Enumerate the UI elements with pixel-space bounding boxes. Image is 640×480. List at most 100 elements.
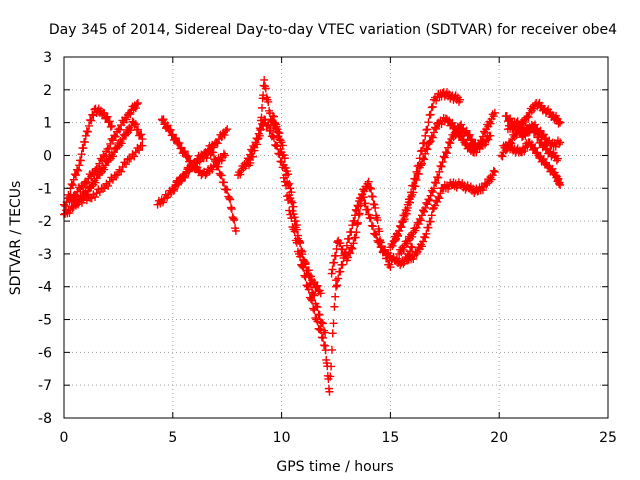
data-point xyxy=(412,176,421,185)
x-tick-label: 15 xyxy=(381,430,399,446)
data-point xyxy=(291,217,300,226)
y-tick-label: -6 xyxy=(38,345,52,361)
data-point xyxy=(405,198,414,207)
data-point xyxy=(87,116,96,125)
data-point xyxy=(342,241,351,250)
data-point xyxy=(339,254,348,263)
data-point xyxy=(328,329,337,338)
data-point xyxy=(256,126,265,135)
data-point xyxy=(219,178,228,187)
data-point xyxy=(269,133,278,142)
data-point xyxy=(217,171,226,180)
data-point xyxy=(556,138,565,147)
data-point xyxy=(354,202,363,211)
data-point xyxy=(83,127,92,136)
y-tick-label: -3 xyxy=(38,247,52,263)
series-track-2 xyxy=(60,98,142,211)
data-point xyxy=(429,184,438,193)
data-point xyxy=(420,207,429,216)
data-point xyxy=(341,248,350,257)
data-point xyxy=(422,144,431,153)
x-tick-label: 10 xyxy=(273,430,291,446)
data-point xyxy=(221,126,230,135)
data-point xyxy=(333,281,342,290)
data-point xyxy=(250,146,259,155)
data-point xyxy=(293,231,302,240)
series-track-6 xyxy=(157,115,230,180)
y-tick-label: -4 xyxy=(38,280,52,296)
data-point xyxy=(330,258,339,267)
data-point xyxy=(399,245,408,254)
data-point xyxy=(133,98,142,107)
data-point xyxy=(332,282,340,291)
data-point xyxy=(425,138,434,147)
data-point xyxy=(115,125,124,134)
series-track-7 xyxy=(168,125,232,194)
data-point xyxy=(104,145,113,154)
data-point xyxy=(67,180,76,189)
data-point xyxy=(286,184,295,193)
data-point xyxy=(261,84,270,93)
y-tick-label: -5 xyxy=(38,313,52,329)
data-point xyxy=(229,214,238,223)
data-point xyxy=(246,158,255,167)
data-point xyxy=(258,103,267,112)
y-axis-label: SDTVAR / TECUs xyxy=(8,181,24,296)
data-point xyxy=(553,154,562,163)
data-point xyxy=(175,138,184,147)
data-point xyxy=(364,177,373,186)
data-point xyxy=(111,132,120,141)
series-track-20 xyxy=(503,117,565,151)
data-point xyxy=(419,237,428,246)
data-point xyxy=(138,141,147,150)
data-point xyxy=(94,164,102,173)
data-point xyxy=(327,362,336,371)
data-point xyxy=(231,226,240,235)
y-tick-label: 1 xyxy=(43,116,52,132)
data-point xyxy=(432,124,441,133)
data-point xyxy=(170,185,179,194)
data-point xyxy=(289,202,298,211)
data-point xyxy=(336,239,345,248)
series-track-3 xyxy=(66,104,116,193)
data-point xyxy=(318,333,327,342)
data-point xyxy=(264,97,273,106)
data-point xyxy=(208,165,217,174)
data-point xyxy=(106,122,115,131)
data-point xyxy=(394,232,403,241)
x-tick-label: 20 xyxy=(490,430,508,446)
data-point xyxy=(326,372,335,381)
data-point xyxy=(446,139,455,148)
data-point xyxy=(486,131,495,140)
data-point xyxy=(437,162,446,171)
data-point xyxy=(346,249,355,258)
data-point xyxy=(456,95,465,104)
data-point xyxy=(187,163,196,172)
data-point xyxy=(409,188,418,197)
data-point xyxy=(440,153,449,162)
data-point xyxy=(397,223,406,232)
y-tick-label: 3 xyxy=(43,50,52,66)
data-point xyxy=(280,154,289,163)
data-point xyxy=(202,149,211,158)
data-point xyxy=(444,143,453,152)
data-point xyxy=(315,310,324,319)
data-point xyxy=(137,130,146,139)
data-point xyxy=(331,251,340,260)
data-point xyxy=(83,178,92,187)
data-point xyxy=(428,133,437,142)
data-point xyxy=(275,129,284,138)
data-point xyxy=(303,269,312,278)
data-point xyxy=(423,125,432,134)
data-point xyxy=(556,180,565,189)
data-point xyxy=(426,217,435,226)
data-point xyxy=(411,174,420,183)
data-point xyxy=(363,205,372,214)
data-point xyxy=(117,139,126,148)
data-point xyxy=(65,209,74,218)
data-point xyxy=(490,108,499,117)
data-point xyxy=(85,121,94,130)
data-point xyxy=(295,236,304,245)
data-point xyxy=(176,177,185,186)
